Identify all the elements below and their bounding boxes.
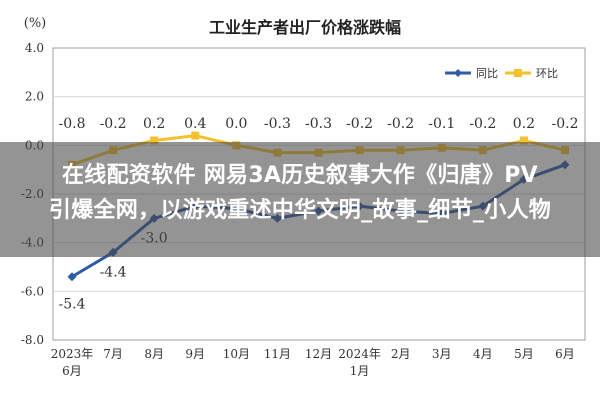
x-tick-label: 2月: [391, 347, 411, 361]
overlay-line-1: 在线配资软件 网易3A历史叙事大作《归唐》PV: [61, 163, 539, 188]
x-tick-label: 11月: [264, 347, 291, 361]
data-label: 0.4: [184, 116, 206, 132]
x-tick-label: 8月: [144, 347, 164, 361]
x-tick-label: 2024年 1月: [338, 347, 381, 378]
data-label: -0.1: [428, 116, 455, 132]
overlay-caption[interactable]: 在线配资软件 网易3A历史叙事大作《归唐》PV 引爆全网，以游戏重述中华文明_故…: [0, 158, 600, 228]
overlay-band: [0, 142, 600, 257]
data-label: -0.8: [59, 116, 86, 132]
series-2-point: [191, 131, 200, 140]
data-label: -0.3: [305, 116, 332, 132]
data-label: -0.3: [264, 116, 291, 132]
overlay-line-2: 引爆全网，以游戏重述中华文明_故事_细节_小人物: [48, 198, 552, 223]
y-tick-label: 4.0: [25, 41, 44, 55]
x-tick-label: 10月: [223, 347, 250, 361]
data-label: -0.2: [387, 116, 414, 132]
series-1-point: [67, 272, 77, 282]
data-labels: -5.4-4.4-3.0-0.8-0.20.20.40.0-0.3-0.3-0.…: [59, 116, 579, 313]
series-2-point: [150, 136, 159, 145]
y-axis-unit: (%): [24, 16, 47, 31]
series-2-point: [519, 136, 528, 145]
data-label: -5.4: [59, 297, 86, 313]
legend-marker-1: [454, 69, 462, 77]
x-tick-label: 4月: [473, 347, 493, 361]
y-tick-label: -6.0: [21, 284, 44, 298]
data-label: 0.2: [143, 116, 165, 132]
legend-label-1: 同比: [476, 67, 498, 80]
legend: 同比 环比: [445, 67, 558, 80]
data-label: -0.2: [552, 116, 579, 132]
data-label: -0.2: [100, 116, 127, 132]
x-axis-ticks: 2023年 6月 7月 8月 9月 10月 11月 12月 2024年 1月 2月 3月 4月 5月 6月: [51, 347, 575, 378]
x-tick-label: 12月: [305, 347, 332, 361]
x-tick-label: 9月: [185, 347, 205, 361]
data-label: -4.4: [100, 264, 127, 280]
data-label: 0.2: [513, 116, 535, 132]
y-tick-label: -8.0: [21, 333, 44, 347]
legend-label-2: 环比: [536, 67, 558, 80]
chart-title: 工业生产者出厂价格涨跌幅: [209, 18, 401, 37]
x-tick-label: 3月: [432, 347, 452, 361]
x-tick-label: 2023年 6月: [51, 347, 94, 378]
data-label: -0.2: [346, 116, 373, 132]
x-tick-label: 7月: [103, 347, 123, 361]
data-label: 0.0: [225, 116, 247, 132]
y-tick-label: 2.0: [25, 90, 44, 104]
x-tick-label: 6月: [555, 347, 575, 361]
legend-marker-2: [514, 69, 522, 77]
data-label: -0.2: [469, 116, 496, 132]
x-tick-label: 5月: [514, 347, 534, 361]
